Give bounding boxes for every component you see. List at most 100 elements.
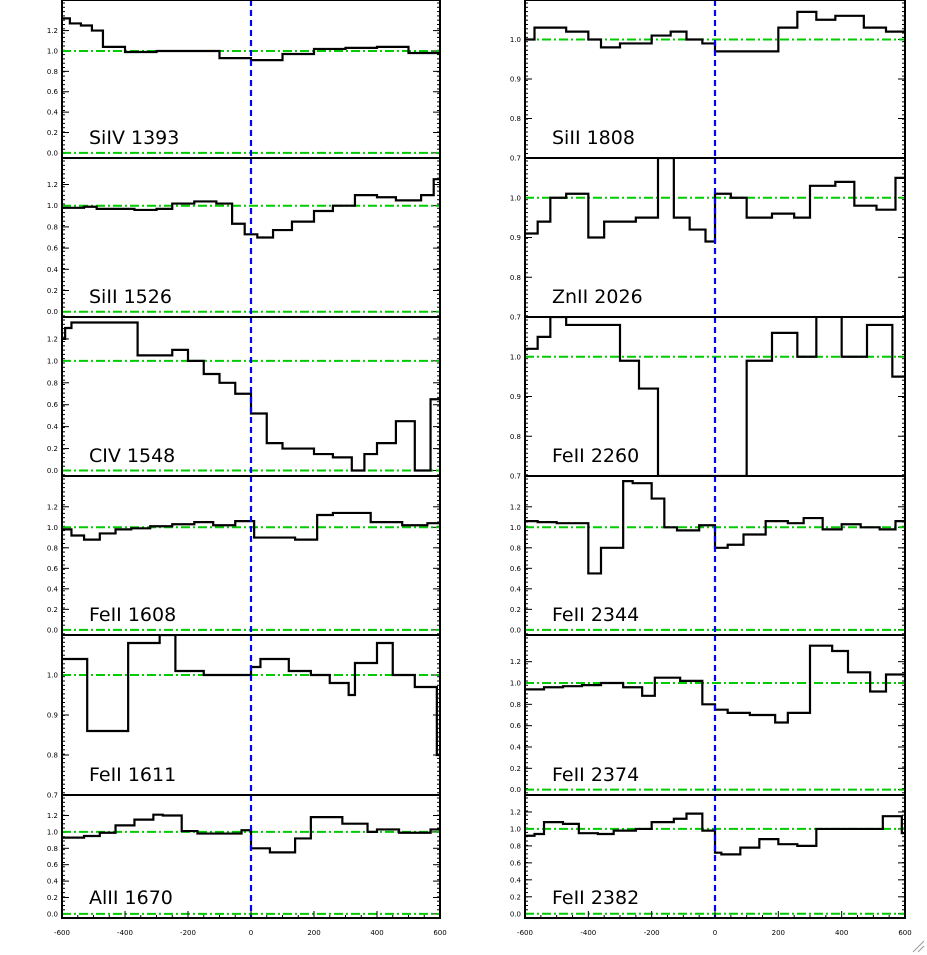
y-tick-label: 0.8: [47, 68, 58, 76]
transition-label: SiII 1808: [552, 127, 635, 149]
y-tick-label: 0.8: [510, 115, 521, 123]
y-tick-label: 0.7: [510, 473, 521, 481]
y-tick-label: 0.0: [47, 467, 58, 475]
y-tick-label: 0.0: [47, 626, 58, 634]
y-tick-label: 1.2: [47, 335, 58, 343]
transition-label: ZnII 2026: [552, 286, 643, 308]
y-tick-label: 1.0: [510, 194, 521, 202]
y-tick-label: 1.2: [47, 27, 58, 35]
y-tick-label: 1.0: [47, 357, 58, 365]
x-tick-label: -600: [517, 929, 533, 937]
y-tick-label: 0.2: [47, 129, 58, 137]
y-tick-label: 0.7: [510, 314, 521, 322]
y-tick-label: 0.6: [510, 722, 522, 730]
x-tick-label: -400: [117, 929, 133, 937]
y-tick-label: 0.2: [510, 893, 521, 901]
x-tick-label: 600: [433, 929, 446, 937]
y-tick-label: 1.0: [510, 524, 521, 532]
spectrum-panel: 0.0 0.2 0.4 0.6 0.8 1.0 1.2 CIV 1548: [47, 316, 441, 477]
y-tick-label: 0.2: [47, 445, 58, 453]
flux-histogram: [62, 17, 440, 62]
spectrum-panel: 0.7 0.8 0.9 1.0 SiII 1808: [510, 0, 906, 163]
x-tick-label: 0: [713, 929, 717, 937]
y-tick-label: 1.2: [47, 812, 58, 820]
y-tick-label: 0.0: [47, 149, 58, 157]
transition-label: SiII 1526: [89, 286, 172, 308]
y-tick-label: 0.6: [47, 88, 59, 96]
spectrum-panel: 0.7 0.8 0.9 1.0 ZnII 2026: [510, 157, 906, 322]
spectrum-panel: 0.0 0.2 0.4 0.6 0.8 1.0 1.2 SiII 1526: [47, 157, 441, 318]
transition-label: SiIV 1393: [89, 127, 179, 149]
flux-histogram: [62, 321, 440, 472]
y-tick-label: 0.6: [47, 861, 59, 869]
y-tick-label: 0.8: [510, 701, 521, 709]
y-tick-label: 0.9: [47, 712, 58, 720]
resize-grip-icon[interactable]: [911, 939, 925, 953]
y-tick-label: 0.2: [510, 606, 521, 614]
x-tick-label: 200: [772, 929, 785, 937]
y-tick-label: 0.0: [47, 910, 58, 918]
y-tick-label: 0.8: [47, 223, 58, 231]
transition-label: FeII 1608: [89, 604, 176, 626]
transition-label: FeII 2344: [552, 604, 639, 626]
y-tick-label: 0.4: [510, 744, 522, 752]
flux-histogram: [62, 511, 440, 541]
y-tick-label: 0.6: [47, 401, 59, 409]
y-tick-label: 1.0: [510, 353, 521, 361]
y-tick-label: 0.6: [510, 565, 522, 573]
y-tick-label: 0.2: [47, 894, 58, 902]
y-tick-label: 0.8: [510, 842, 521, 850]
spectrum-panel: 0.0 0.2 0.4 0.6 0.8 1.0 1.2 SiIV 1393: [47, 0, 441, 159]
y-tick-label: 0.2: [510, 765, 521, 773]
x-tick-label: 200: [307, 929, 320, 937]
y-tick-label: 0.4: [47, 266, 59, 274]
y-tick-label: 0.4: [47, 109, 59, 117]
spectrum-panel: 0.0 0.2 0.4 0.6 0.8 1.0 1.2 FeII 2374: [510, 634, 906, 796]
y-tick-label: 0.0: [510, 626, 521, 634]
y-tick-label: 0.4: [47, 585, 59, 593]
y-tick-label: 0.8: [510, 433, 521, 441]
spectrum-panel: 0.0 0.2 0.4 0.6 0.8 1.0 1.2 FeII 1608: [47, 475, 441, 636]
y-tick-label: 1.0: [510, 680, 521, 688]
y-tick-label: 0.4: [47, 423, 59, 431]
y-tick-label: 0.8: [510, 274, 521, 282]
x-tick-label: -200: [644, 929, 660, 937]
x-tick-label: -200: [180, 929, 196, 937]
transition-label: AlII 1670: [89, 887, 173, 909]
y-tick-label: 0.6: [47, 565, 59, 573]
x-axis: -600 -400 -200 0 200 400 600: [517, 911, 912, 937]
y-tick-label: 0.0: [510, 910, 521, 918]
y-tick-label: 0.4: [510, 876, 522, 884]
x-axis: -600 -400 -200 0 200 400 600: [54, 911, 447, 937]
y-tick-label: 1.0: [47, 47, 58, 55]
y-tick-label: 1.0: [47, 524, 58, 532]
flux-histogram: [525, 812, 905, 856]
y-tick-label: 1.0: [510, 36, 521, 44]
y-tick-label: 0.8: [47, 544, 58, 552]
y-tick-label: 0.6: [510, 859, 522, 867]
flux-histogram: [525, 10, 905, 53]
y-tick-label: 0.4: [510, 585, 522, 593]
spectrum-panel: 0.0 0.2 0.4 0.6 0.8 1.0 1.2 FeII 2344: [510, 475, 906, 636]
y-tick-label: 1.2: [510, 658, 521, 666]
y-tick-label: 0.2: [47, 287, 58, 295]
y-tick-label: 0.4: [47, 878, 59, 886]
y-tick-label: 0.9: [510, 76, 521, 84]
spectrum-panel: 0.7 0.8 0.9 1.0 FeII 1611: [47, 634, 441, 800]
y-tick-label: 0.6: [47, 245, 59, 253]
flux-histogram: [62, 635, 440, 757]
transition-label: CIV 1548: [89, 445, 175, 467]
spectrum-panel: 0.0 0.2 0.4 0.6 0.8 1.0 1.2 FeII 2382: [510, 794, 906, 919]
y-tick-label: 0.8: [47, 845, 58, 853]
x-tick-label: 400: [370, 929, 383, 937]
y-tick-label: 1.0: [47, 202, 58, 210]
y-tick-label: 0.8: [47, 752, 58, 760]
flux-histogram: [62, 813, 440, 854]
y-tick-label: 0.9: [510, 393, 521, 401]
y-tick-label: 1.2: [510, 808, 521, 816]
x-tick-label: -400: [580, 929, 596, 937]
y-tick-label: 0.9: [510, 234, 521, 242]
y-tick-label: 0.7: [510, 155, 521, 163]
y-tick-label: 1.2: [47, 503, 58, 511]
